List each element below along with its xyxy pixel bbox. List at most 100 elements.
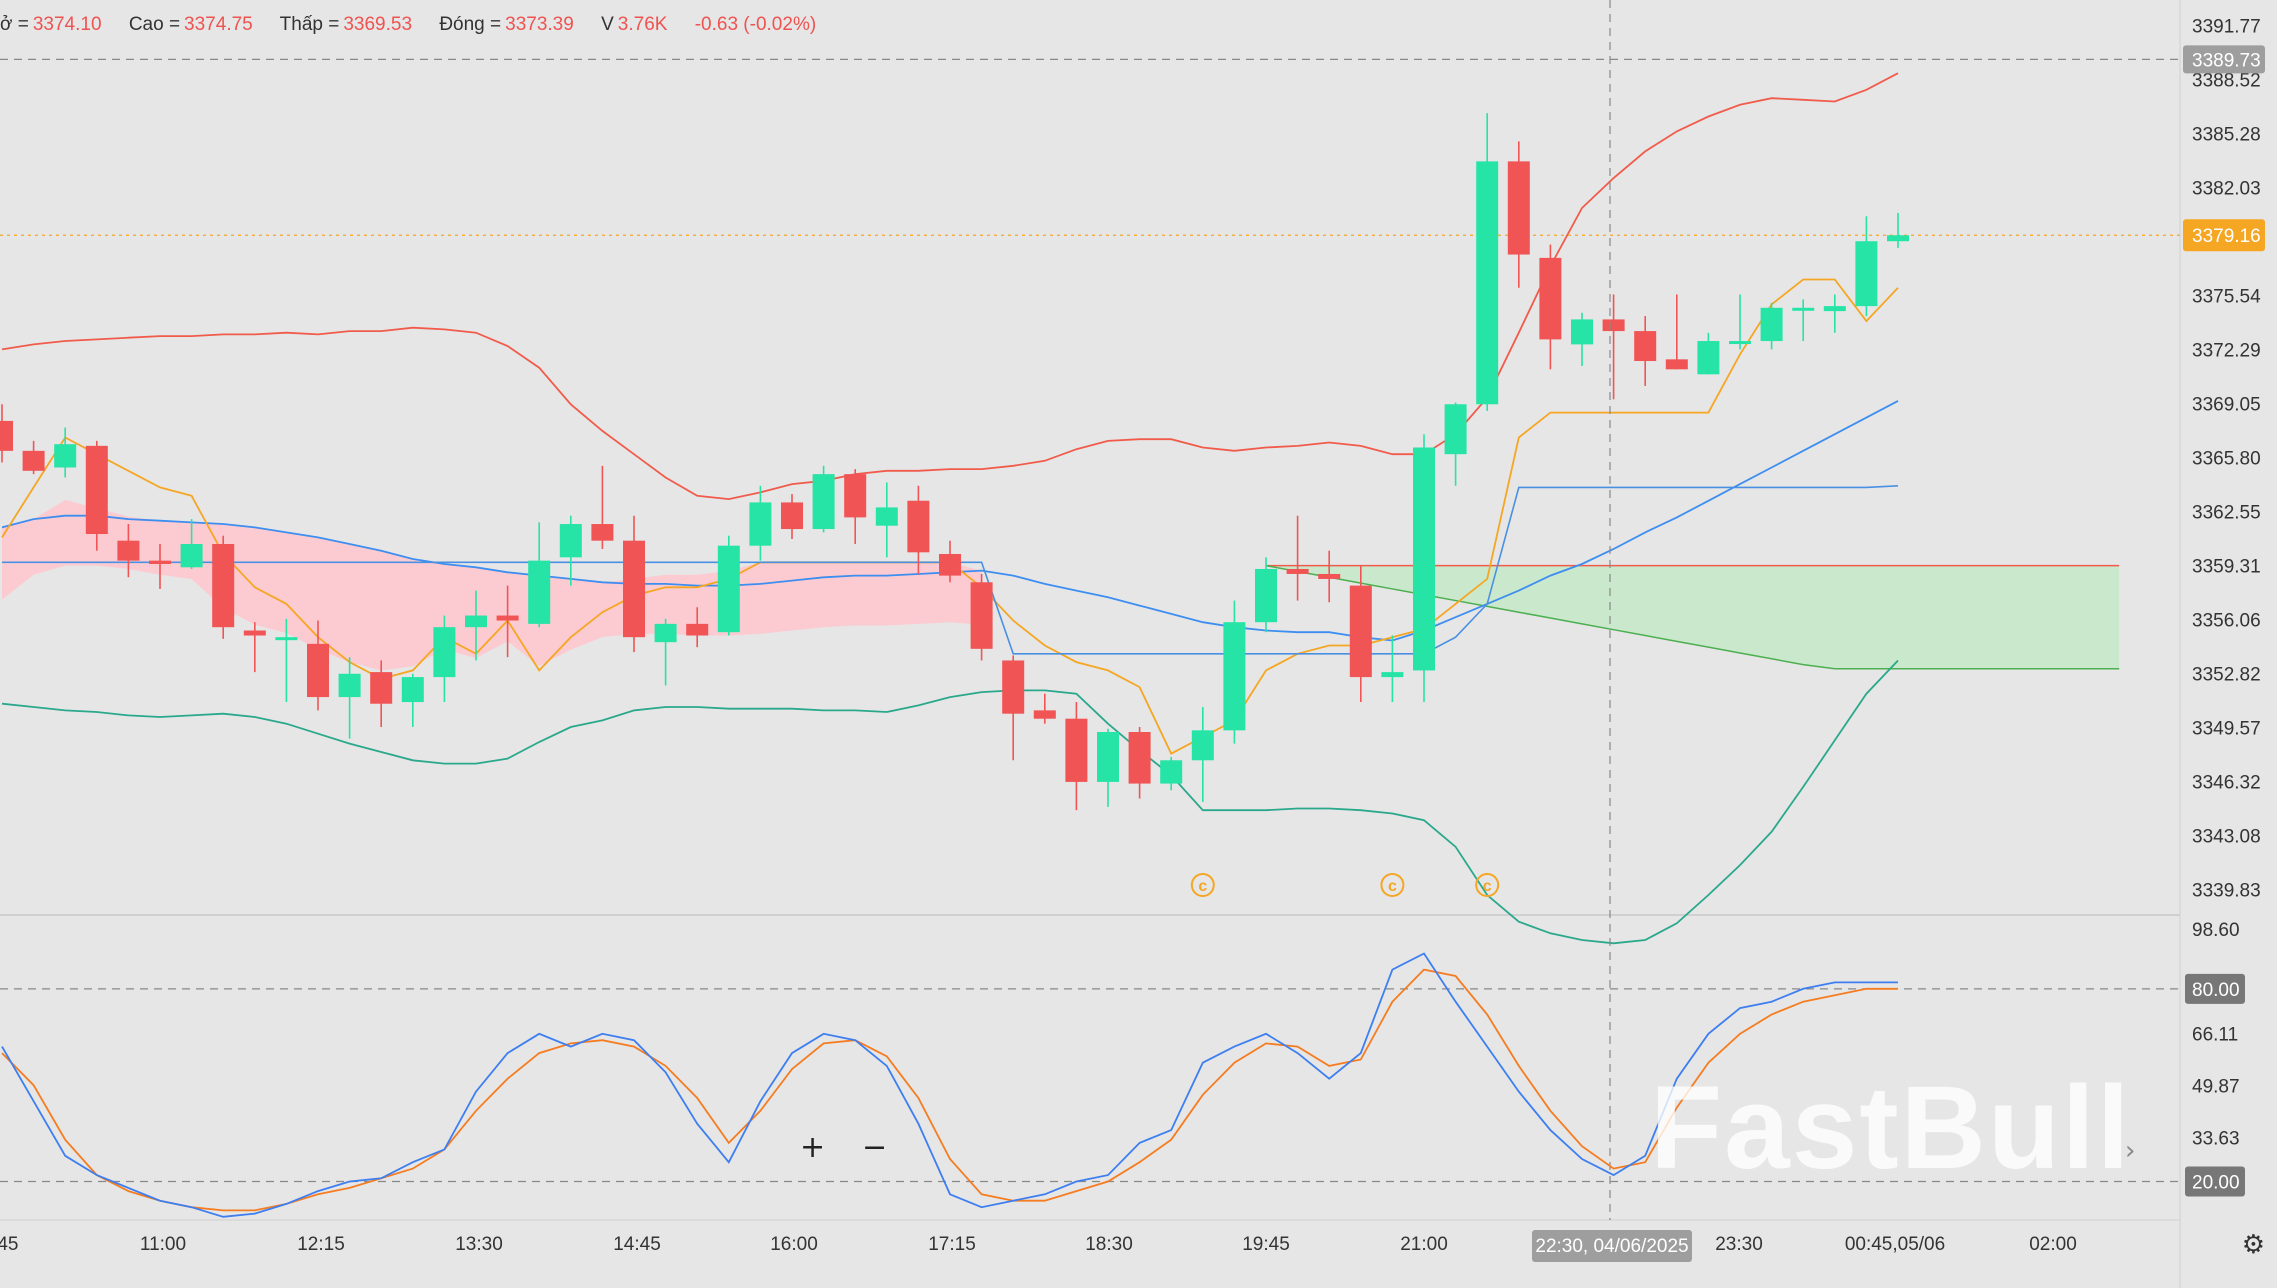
candle-body bbox=[54, 444, 77, 468]
candle-body bbox=[844, 474, 867, 518]
candle-body bbox=[1381, 672, 1404, 678]
candle-body bbox=[1318, 573, 1341, 579]
candle-body bbox=[1507, 161, 1530, 255]
time-tick-label: 12:15 bbox=[297, 1234, 345, 1255]
candle-body bbox=[781, 502, 803, 530]
price-tick-label: 3349.57 bbox=[2192, 719, 2261, 740]
scroll-right-icon[interactable]: › bbox=[2125, 1136, 2136, 1166]
bollinger-upper-line bbox=[1, 72, 1899, 501]
candle-body bbox=[1349, 585, 1372, 678]
high-label: Cao = bbox=[128, 14, 181, 35]
candle-body bbox=[1887, 235, 1909, 242]
candle-body bbox=[623, 540, 645, 638]
event-marker-label: c bbox=[1483, 878, 1492, 895]
time-tick-label: 13:30 bbox=[455, 1234, 503, 1255]
candle-body bbox=[812, 474, 835, 530]
watermark-logo: FastBull bbox=[1650, 1062, 2132, 1194]
time-tick-label: 17:15 bbox=[928, 1234, 976, 1255]
stoch-level-value: 20.00 bbox=[2192, 1172, 2240, 1193]
price-tick-label: 3365.80 bbox=[2192, 449, 2261, 470]
candle-body bbox=[22, 450, 45, 471]
candle-body bbox=[1097, 732, 1119, 782]
candle-body bbox=[1665, 359, 1688, 370]
candle-body bbox=[1413, 447, 1435, 671]
candle-body bbox=[1602, 319, 1625, 332]
event-marker-icon bbox=[1190, 873, 1215, 897]
crosshair-time-tag bbox=[1532, 1230, 1692, 1262]
zoom-out-button[interactable]: − bbox=[862, 1130, 888, 1165]
candle-body bbox=[370, 672, 393, 704]
candle-body bbox=[907, 500, 930, 553]
open-label: ở = bbox=[0, 14, 29, 35]
crosshair-price-value: 3389.73 bbox=[2192, 50, 2261, 71]
candle-body bbox=[1128, 732, 1151, 784]
crosshair-price-tag bbox=[2183, 45, 2265, 74]
candle-body bbox=[1634, 331, 1657, 362]
high-value: 3374.75 bbox=[184, 14, 253, 35]
candle-body bbox=[1539, 257, 1562, 340]
price-tick-label: 3339.83 bbox=[2192, 881, 2261, 902]
candle-body bbox=[180, 544, 203, 568]
candle-body bbox=[970, 582, 993, 649]
time-tick-label: 18:30 bbox=[1085, 1234, 1133, 1255]
change-value: -0.63 (-0.02%) bbox=[694, 14, 817, 35]
zoom-in-button[interactable]: + bbox=[800, 1130, 826, 1165]
event-marker-label: c bbox=[1198, 878, 1207, 895]
price-tick-label: 3375.54 bbox=[2192, 286, 2261, 307]
event-marker-label: c bbox=[1388, 878, 1397, 895]
time-tick-label: 16:00 bbox=[770, 1234, 818, 1255]
time-tick-label: 9:45 bbox=[0, 1234, 18, 1255]
price-tick-label: 3352.82 bbox=[2192, 664, 2261, 685]
price-tick-label: 3372.29 bbox=[2192, 341, 2261, 362]
candle-body bbox=[1191, 730, 1214, 761]
price-tick-label: 3346.32 bbox=[2192, 773, 2261, 794]
time-tick-label: 02:00 bbox=[2029, 1234, 2077, 1255]
candle-body bbox=[243, 630, 266, 636]
current-price-value: 3379.16 bbox=[2192, 226, 2261, 247]
candle-body bbox=[0, 420, 13, 451]
volume-label: V bbox=[601, 14, 614, 35]
stoch-level-tag bbox=[2185, 973, 2245, 1004]
price-tick-label: 3391.77 bbox=[2192, 16, 2261, 37]
price-tick-label: 3369.05 bbox=[2192, 394, 2261, 415]
candle-body bbox=[1697, 341, 1720, 375]
candle-body bbox=[307, 643, 329, 698]
candle-body bbox=[1571, 319, 1593, 345]
close-value: 3373.39 bbox=[505, 14, 574, 35]
candle-body bbox=[1065, 718, 1088, 782]
candle-body bbox=[1729, 341, 1751, 345]
stoch-tick-label: 33.63 bbox=[2192, 1129, 2240, 1150]
stoch-level-value: 80.00 bbox=[2192, 980, 2240, 1001]
candle-body bbox=[654, 623, 677, 643]
candle-body bbox=[1444, 404, 1467, 455]
candle-body bbox=[275, 637, 298, 641]
stoch-tick-label: 98.60 bbox=[2192, 920, 2240, 941]
volume-value: 3.76K bbox=[617, 14, 668, 35]
candle-body bbox=[1002, 660, 1025, 714]
candle-body bbox=[1255, 568, 1277, 623]
candle-body bbox=[1823, 306, 1846, 312]
stoch-tick-label: 49.87 bbox=[2192, 1077, 2240, 1098]
price-tick-label: 3359.31 bbox=[2192, 556, 2261, 577]
event-marker-icon bbox=[1380, 873, 1405, 897]
stoch-d-line bbox=[1, 968, 1898, 1212]
candle-body bbox=[1160, 760, 1183, 784]
time-tick-label: 19:45 bbox=[1242, 1234, 1290, 1255]
candle-body bbox=[686, 623, 709, 636]
candle-body bbox=[401, 677, 424, 703]
candle-body bbox=[433, 627, 456, 678]
candle-body bbox=[496, 615, 519, 621]
candle-body bbox=[1223, 622, 1246, 731]
cloud-span-a-line bbox=[1265, 564, 2120, 670]
candle-body bbox=[212, 544, 235, 628]
gear-icon[interactable]: ⚙ bbox=[2241, 1230, 2265, 1260]
event-marker-icon bbox=[1475, 873, 1500, 897]
low-value: 3369.53 bbox=[343, 14, 413, 35]
crosshair-time-value: 22:30, 04/06/2025 bbox=[1535, 1236, 1688, 1257]
candle-body bbox=[1286, 568, 1309, 574]
candle-body bbox=[749, 502, 772, 546]
price-tick-label: 3382.03 bbox=[2192, 178, 2261, 199]
time-tick-label: 21:00 bbox=[1400, 1234, 1448, 1255]
